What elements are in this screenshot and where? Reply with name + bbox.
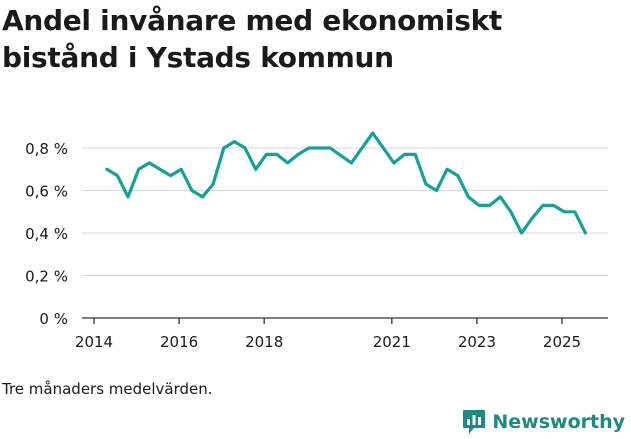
- x-axis: [82, 317, 608, 324]
- y-tick-label: 0,4 %: [25, 225, 68, 243]
- x-tick-label: 2018: [245, 333, 283, 351]
- y-tick-label: 0,8 %: [25, 140, 68, 158]
- brand-name: Newsworthy: [492, 411, 625, 433]
- newsworthy-logo[interactable]: Newsworthy: [462, 407, 625, 437]
- x-tick-label: 2021: [373, 333, 411, 351]
- x-tick-label: 2023: [458, 333, 496, 351]
- newsworthy-chart-icon: [463, 410, 486, 434]
- x-tick-label: 2014: [75, 333, 113, 351]
- x-tick-label: 2025: [543, 333, 581, 351]
- y-tick-label: 0,2 %: [25, 268, 68, 286]
- chart-title: Andel invånare med ekonomiskt bistånd i …: [2, 4, 503, 74]
- x-axis-tick-labels: 2014 2016 2018 2021 2023 2025: [75, 333, 581, 351]
- y-axis-tick-labels: 0 % 0,2 % 0,4 % 0,6 % 0,8 %: [25, 140, 68, 328]
- series-lines: [105, 131, 587, 235]
- x-tick-label: 2016: [160, 333, 198, 351]
- gridlines: [82, 147, 608, 276]
- chart-footnote: Tre månaders medelvärden.: [2, 380, 213, 398]
- y-tick-label: 0,6 %: [25, 183, 68, 201]
- y-tick-label: 0 %: [39, 310, 68, 328]
- series-line: [105, 131, 587, 235]
